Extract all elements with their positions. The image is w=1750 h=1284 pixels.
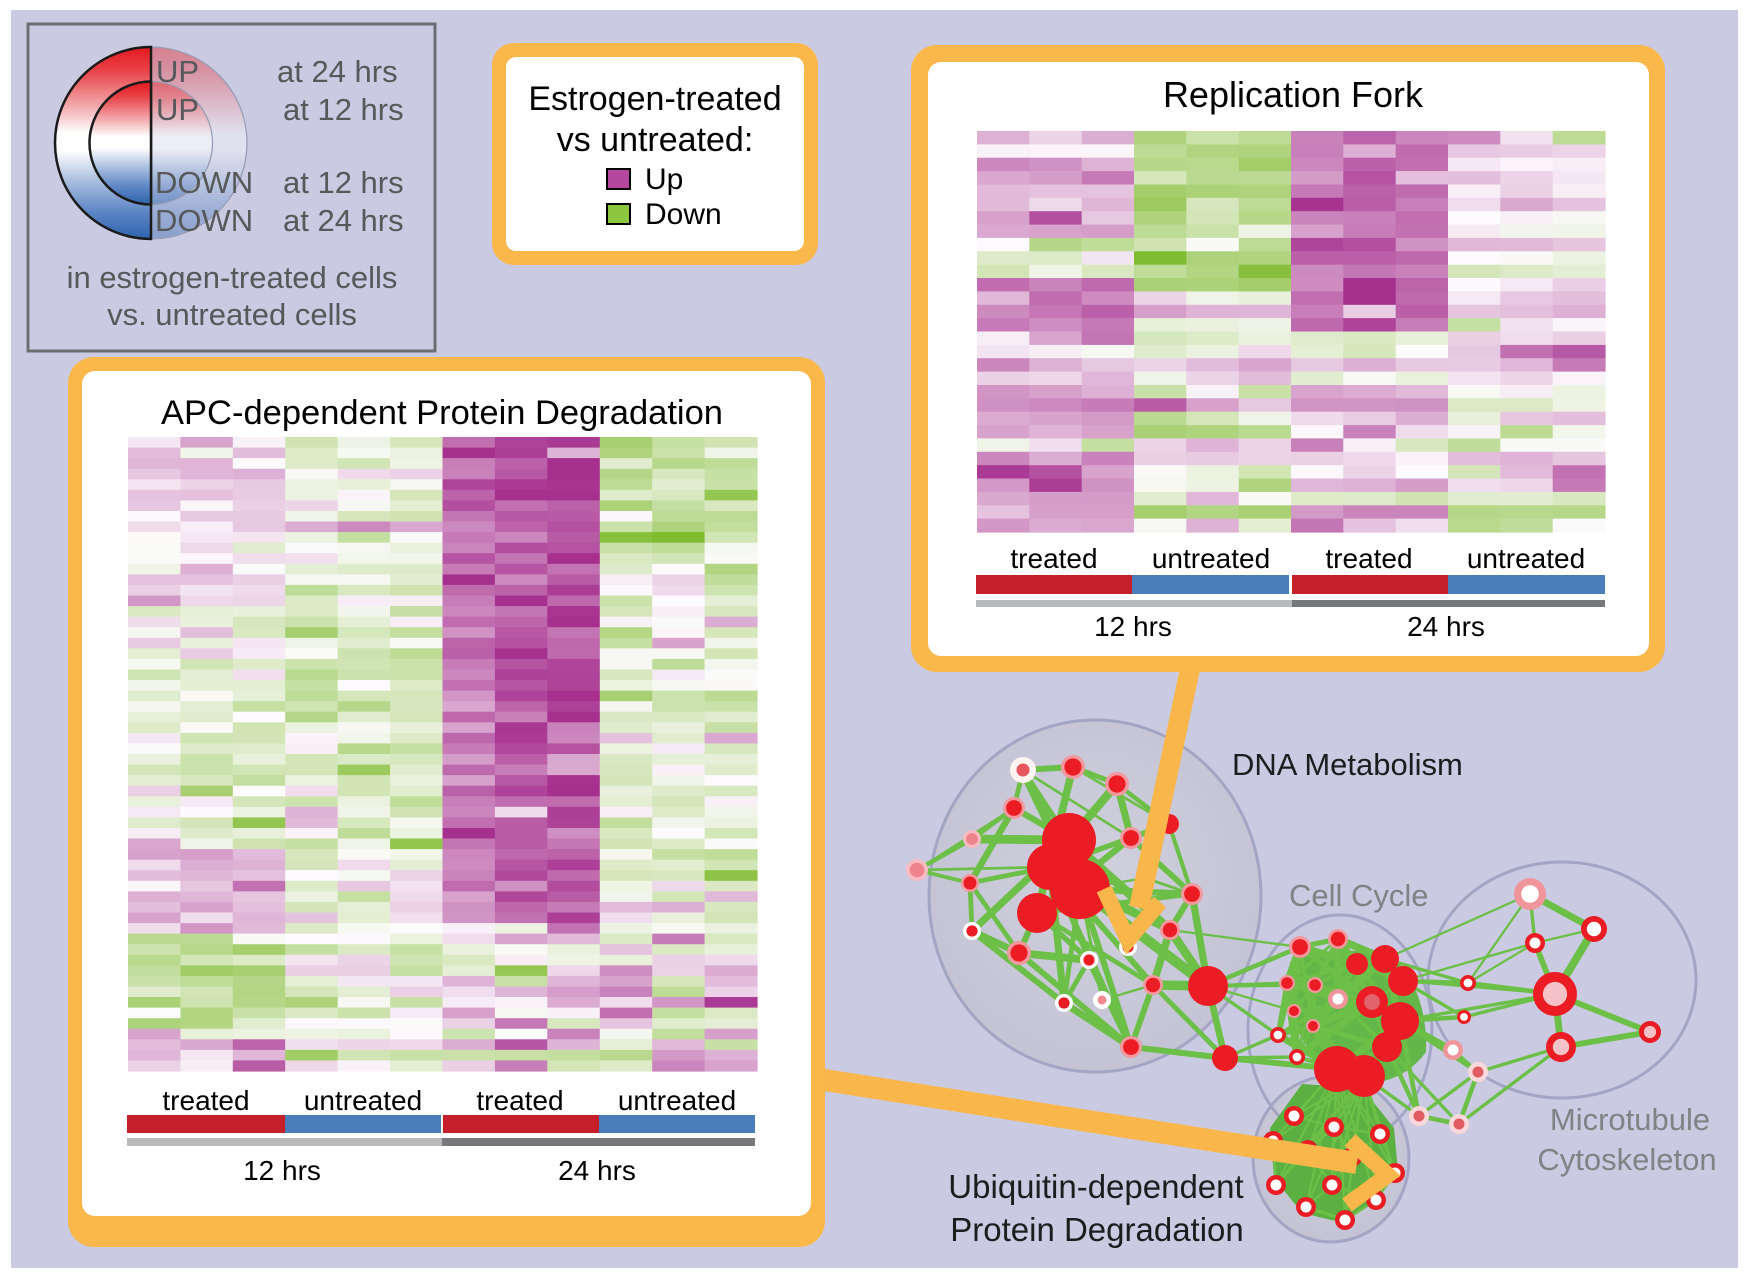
svg-text:in estrogen-treated cells: in estrogen-treated cells <box>67 260 398 295</box>
svg-text:Protein Degradation: Protein Degradation <box>950 1211 1244 1248</box>
svg-text:12 hrs: 12 hrs <box>243 1155 321 1186</box>
svg-text:Microtubule: Microtubule <box>1550 1102 1710 1137</box>
svg-text:untreated: untreated <box>304 1085 422 1116</box>
svg-text:at 24 hrs: at 24 hrs <box>277 54 398 89</box>
svg-text:Up: Up <box>645 163 683 196</box>
svg-text:at 12 hrs: at 12 hrs <box>283 165 404 200</box>
svg-text:Replication Fork: Replication Fork <box>1163 74 1424 115</box>
svg-text:treated: treated <box>476 1085 563 1116</box>
svg-text:Ubiquitin-dependent: Ubiquitin-dependent <box>948 1168 1243 1205</box>
svg-text:untreated: untreated <box>1152 543 1270 574</box>
svg-text:DOWN: DOWN <box>155 165 253 200</box>
svg-text:treated: treated <box>162 1085 249 1116</box>
svg-text:treated: treated <box>1010 543 1097 574</box>
svg-text:DNA Metabolism: DNA Metabolism <box>1232 747 1463 782</box>
svg-text:24 hrs: 24 hrs <box>1407 611 1485 642</box>
svg-text:Cytoskeleton: Cytoskeleton <box>1537 1142 1716 1177</box>
svg-text:vs untreated:: vs untreated: <box>557 121 754 159</box>
svg-text:at 12 hrs: at 12 hrs <box>283 92 404 127</box>
svg-text:untreated: untreated <box>1467 543 1585 574</box>
svg-text:vs. untreated cells: vs. untreated cells <box>107 297 357 332</box>
svg-text:DOWN: DOWN <box>155 203 253 238</box>
svg-text:Cell Cycle: Cell Cycle <box>1289 878 1429 913</box>
svg-text:untreated: untreated <box>618 1085 736 1116</box>
svg-text:UP: UP <box>156 92 199 127</box>
svg-text:at 24 hrs: at 24 hrs <box>283 203 404 238</box>
svg-text:treated: treated <box>1325 543 1412 574</box>
svg-text:Estrogen-treated: Estrogen-treated <box>528 80 781 118</box>
svg-text:Down: Down <box>645 198 722 231</box>
svg-text:APC-dependent Protein Degradat: APC-dependent Protein Degradation <box>161 394 723 432</box>
svg-text:UP: UP <box>156 54 199 89</box>
svg-text:24 hrs: 24 hrs <box>558 1155 636 1186</box>
svg-text:12 hrs: 12 hrs <box>1094 611 1172 642</box>
